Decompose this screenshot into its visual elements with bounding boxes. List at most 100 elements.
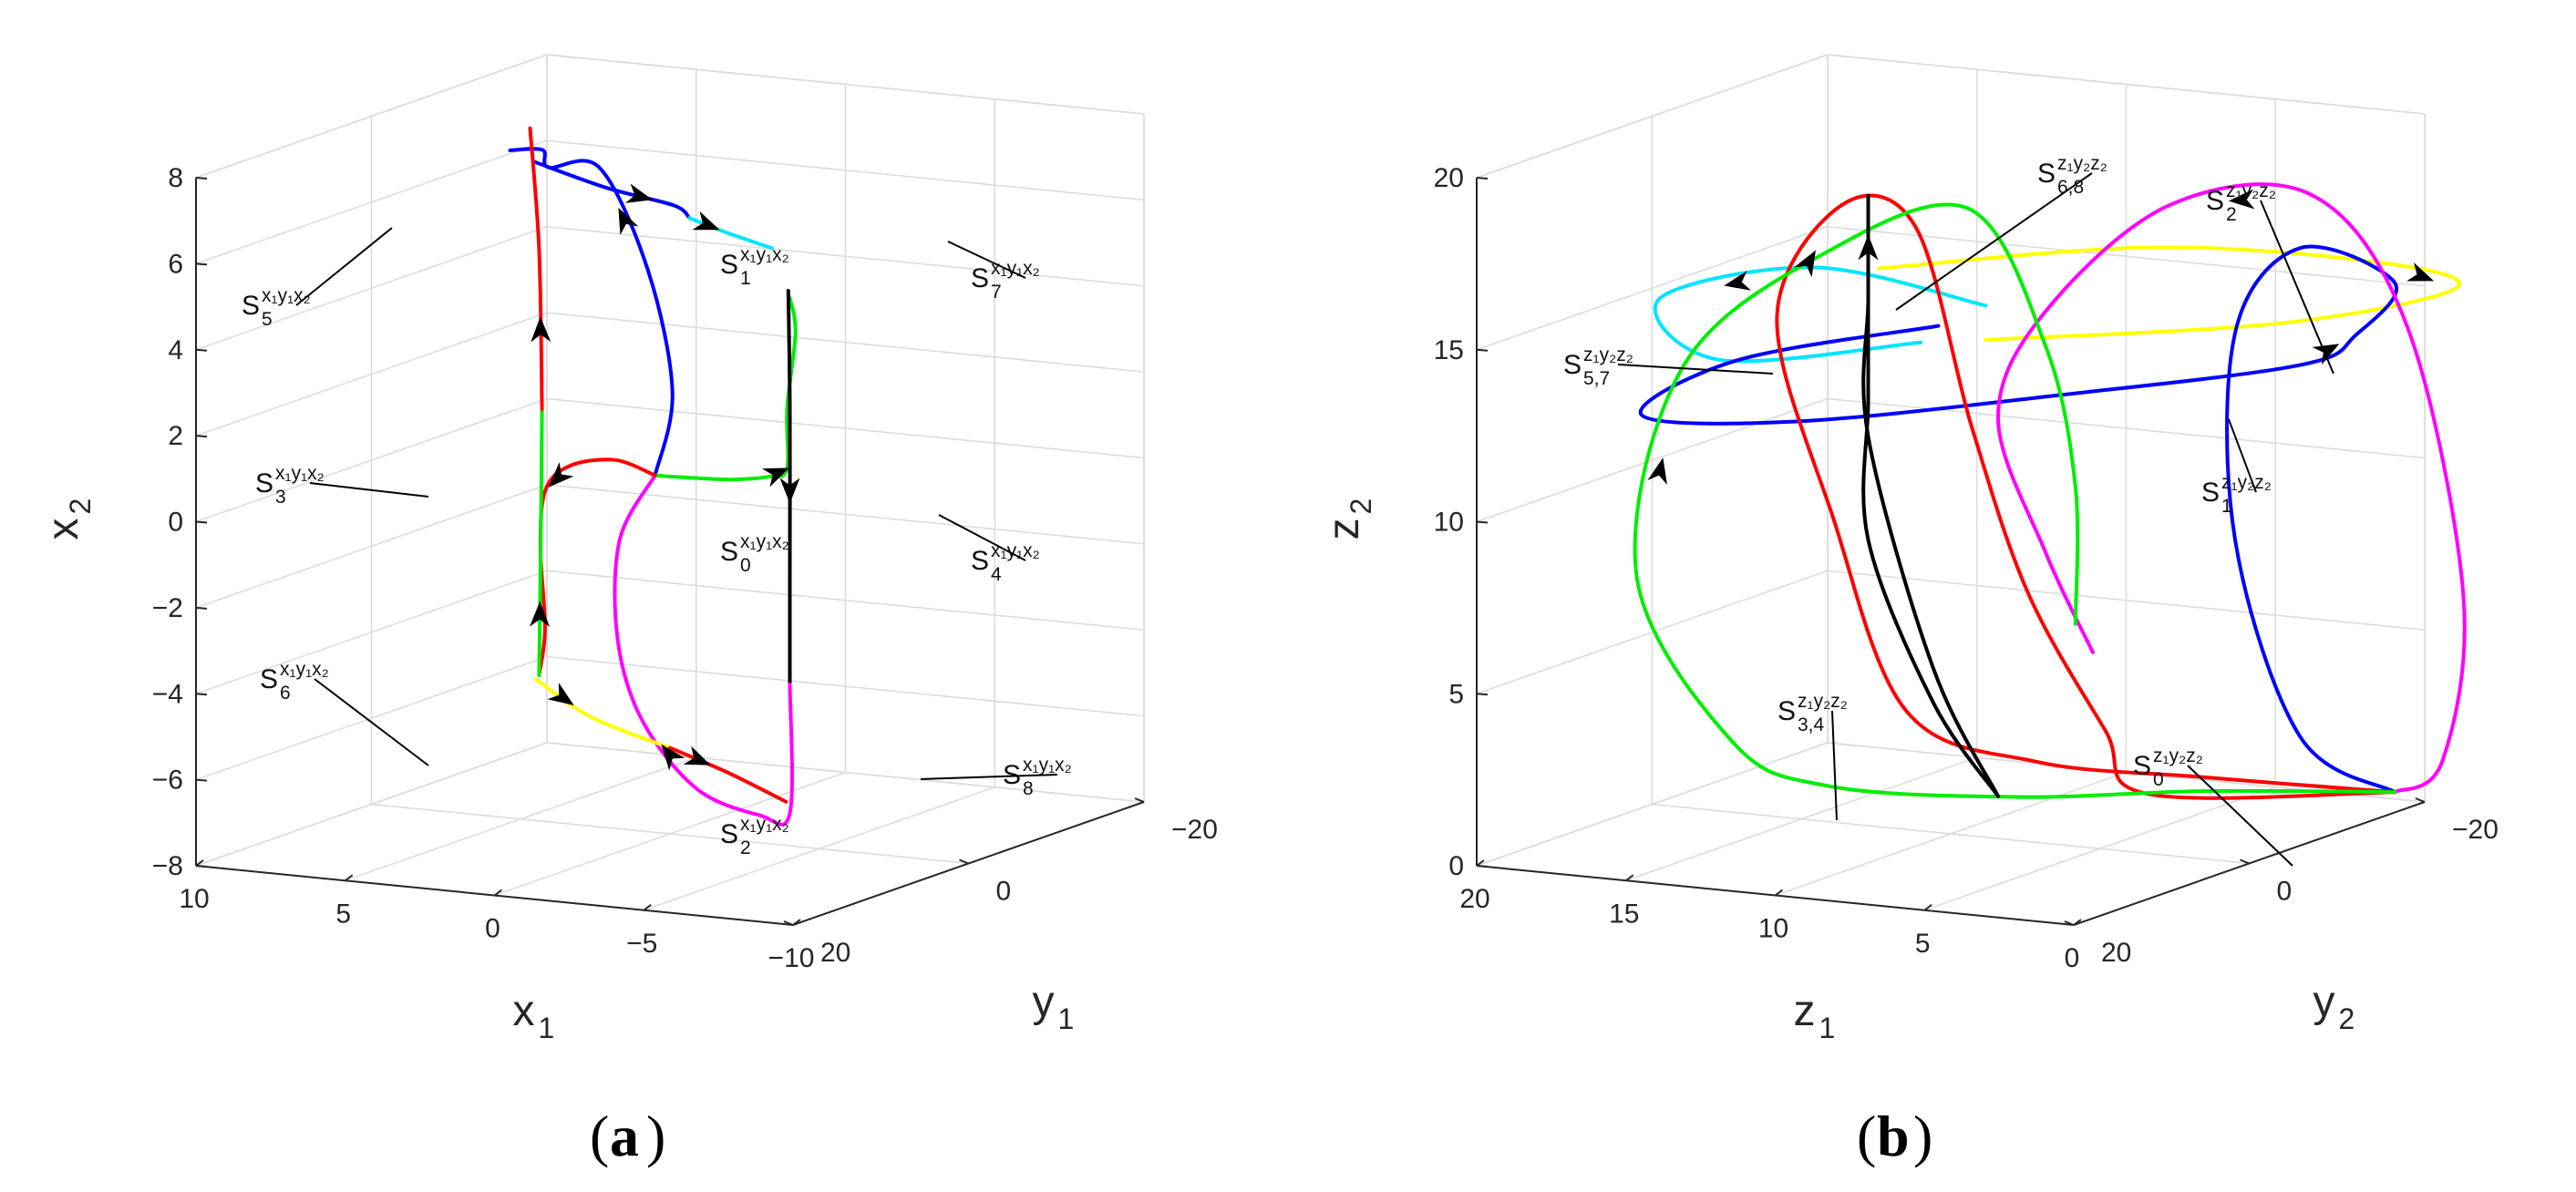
box-edge-back — [1476, 54, 1829, 179]
equilibrium-label-superscript: x₁y₁x₂ — [280, 659, 329, 680]
panel-label-letter: a — [610, 1104, 639, 1168]
equilibrium-label-superscript: z₁y₂z₂ — [2221, 472, 2272, 493]
equilibrium-label-superscript: z₁y₂z₂ — [2057, 153, 2107, 174]
z-tick-mark — [1476, 865, 1489, 868]
x-tick-mark — [1476, 859, 1485, 867]
x-tick-label: −10 — [768, 943, 815, 973]
panel-b-axis-labels: z 1y 2z2 — [1320, 498, 2354, 1044]
direction-arrow — [761, 468, 789, 488]
equilibrium-label-pointer — [2260, 200, 2334, 375]
x-tick-label: 5 — [1915, 929, 1931, 959]
equilibrium-label-pointer — [1895, 172, 2093, 311]
equilibrium-label-subscript: 2 — [740, 837, 751, 858]
equilibrium-label-pointer — [2187, 765, 2293, 867]
equilibrium-label-base: S — [720, 537, 738, 567]
z-axis-label: x2 — [39, 498, 97, 540]
z-tick-label: 8 — [168, 163, 183, 193]
panel-label-close-paren: ) — [1913, 1104, 1932, 1168]
y-tick-mark — [2064, 920, 2075, 926]
box-edge-back — [195, 54, 548, 179]
trajectory-blue — [1638, 244, 2399, 795]
panel-label-close-paren: ) — [646, 1104, 665, 1168]
direction-arrow — [547, 683, 574, 706]
y-tick-mark — [2240, 858, 2250, 865]
panel-a-axis-labels: x 1y 1 x2 — [39, 498, 1074, 1044]
y-axis-label-text: y — [1033, 978, 1055, 1026]
y-tick-mark — [2415, 797, 2426, 803]
panel-label-open-paren: ( — [1857, 1104, 1876, 1168]
trajectory-magenta — [613, 473, 794, 827]
equilibrium-label: Sz₁y₂z₂6,8 — [1895, 153, 2107, 311]
equilibrium-label-subscript: 1 — [740, 268, 751, 289]
x-tick-label: 10 — [179, 884, 209, 914]
trajectory-red — [1775, 193, 2397, 800]
trajectory-green — [537, 406, 544, 677]
equilibrium-label-subscript: 5,7 — [1583, 368, 1610, 389]
trajectory-black — [1861, 193, 2000, 798]
trajectory-cyan — [687, 216, 774, 251]
box-edge-back — [546, 54, 1145, 115]
y-tick-label: −20 — [1171, 815, 1218, 845]
z-tick-label: 5 — [1448, 679, 1464, 709]
x-axis-label-subscript: 1 — [1819, 1012, 1836, 1044]
equilibrium-label-pointer — [938, 514, 1026, 561]
y-axis-label-subscript: 1 — [1058, 1002, 1075, 1035]
equilibrium-label-superscript: x₁y₁x₂ — [991, 258, 1040, 279]
equilibrium-label-pointer — [314, 678, 429, 766]
z-tick-mark — [195, 348, 208, 352]
panel-a-direction-arrows — [530, 183, 800, 771]
panel-label-b: (b) — [1857, 1104, 1932, 1168]
y-tick-label: 20 — [820, 938, 850, 968]
panel-b-direction-arrows — [1647, 189, 2435, 485]
y-tick-label: 20 — [2101, 938, 2131, 968]
panel-a-trajectories — [508, 126, 798, 827]
y-tick-mark — [959, 858, 969, 865]
direction-arrow — [1858, 234, 1879, 261]
x-axis-label-text: x — [513, 987, 535, 1035]
z-axis-label-subscript: 2 — [1345, 498, 1377, 515]
equilibrium-label-pointer — [1617, 364, 1774, 375]
equilibrium-label-base: S — [255, 468, 273, 498]
equilibrium-label-base: S — [260, 664, 278, 694]
trajectory-cyan — [1653, 265, 1988, 364]
z-tick-label: −4 — [152, 679, 183, 709]
direction-arrow — [1647, 457, 1667, 485]
z-tick-mark — [195, 778, 208, 782]
trajectory-magenta — [1996, 182, 2467, 795]
equilibrium-label-subscript: 0 — [2153, 769, 2164, 790]
equilibrium-label-subscript: 2 — [2226, 204, 2237, 225]
z-tick-label: −6 — [152, 766, 183, 796]
x-tick-mark — [792, 919, 801, 926]
z-tick-label: 4 — [168, 335, 183, 365]
equilibrium-label-base: S — [2206, 186, 2224, 216]
x-tick-mark — [1774, 889, 1784, 897]
x-tick-label: 0 — [485, 914, 500, 944]
z-tick-label: 0 — [168, 508, 183, 538]
equilibrium-label-subscript: 7 — [991, 282, 1002, 303]
z-axis-label-text: z — [1320, 519, 1368, 540]
z-tick-mark — [1476, 348, 1489, 352]
equilibrium-label-superscript: z₁y₂z₂ — [1798, 691, 1848, 712]
equilibrium-label-superscript: x₁y₁x₂ — [275, 463, 325, 484]
gridline-y — [1652, 803, 2250, 865]
direction-arrow — [624, 183, 653, 203]
equilibrium-label-subscript: 8 — [1023, 778, 1034, 799]
x-axis-label-text: z — [1794, 987, 1816, 1035]
equilibrium-label-superscript: x₁y₁x₂ — [740, 531, 789, 552]
equilibrium-label-pointer — [309, 482, 429, 498]
equilibrium-label-base: S — [971, 546, 989, 576]
x-tick-label: 20 — [1459, 884, 1489, 914]
x-tick-mark — [1923, 903, 1932, 911]
